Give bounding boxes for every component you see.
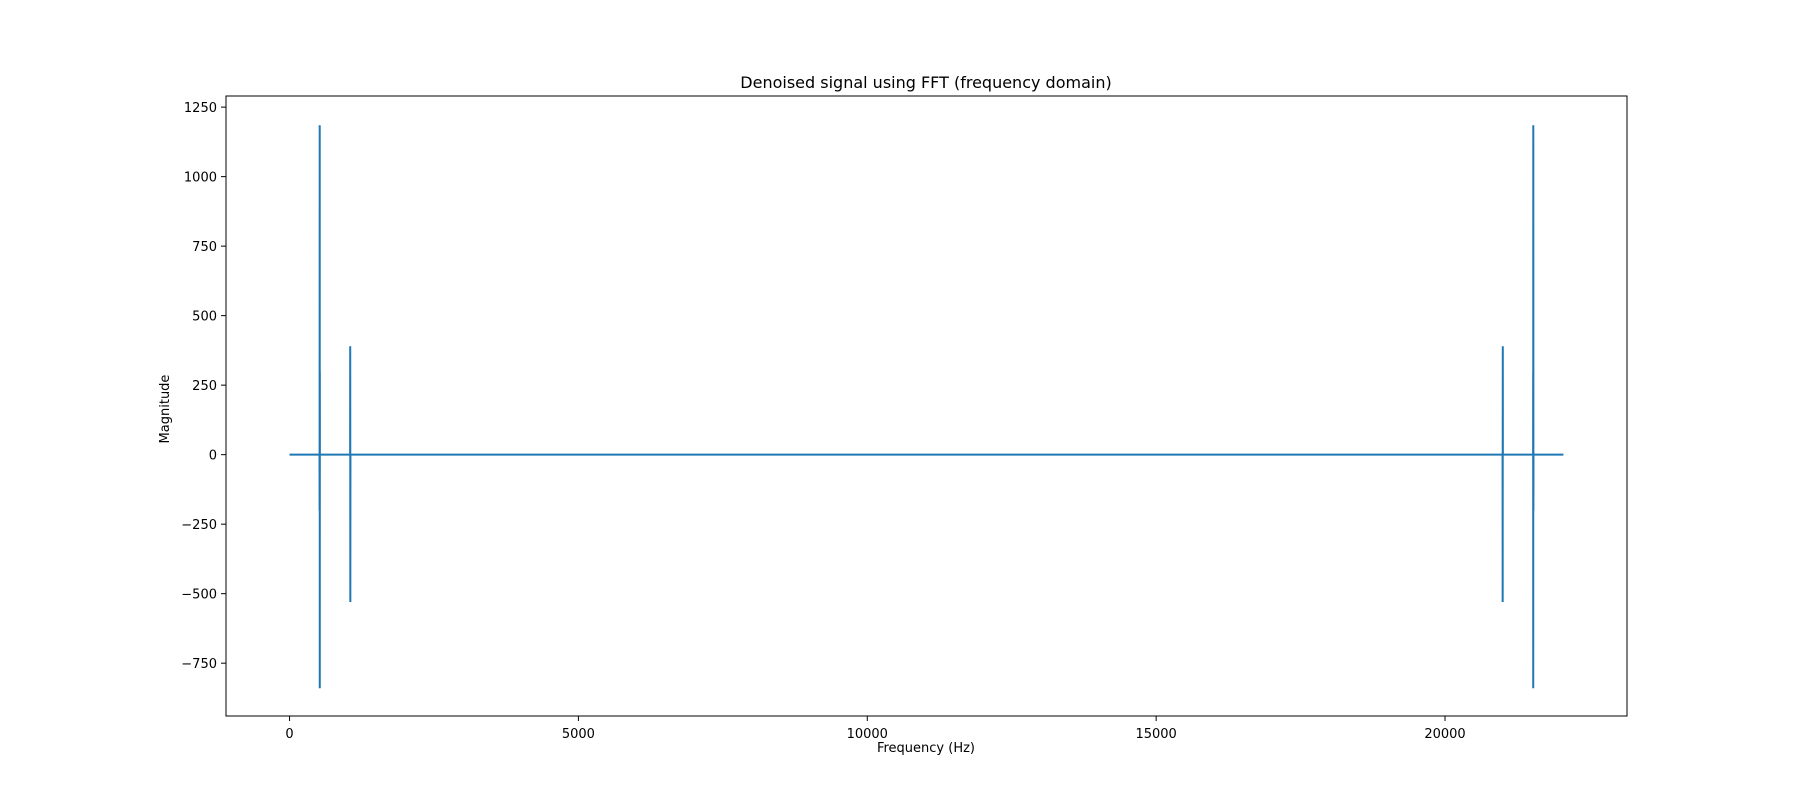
x-tick-label: 5000: [562, 727, 595, 742]
x-tick-label: 20000: [1424, 727, 1465, 742]
y-tick-label: 250: [192, 379, 217, 394]
y-tick-label: −250: [181, 518, 217, 533]
y-tick-label: −500: [181, 588, 217, 603]
x-tick-label: 0: [285, 727, 293, 742]
x-tick-label: 15000: [1135, 727, 1176, 742]
y-axis-label: Magnitude: [158, 375, 173, 444]
y-tick-label: −750: [181, 657, 217, 672]
axes: 0 5000 10000 15000 20000 1250 1000 750 500 250 0 −2…: [181, 95, 1628, 742]
y-tick-label: 0: [209, 449, 217, 464]
series-line-0: [289, 125, 1564, 689]
plot-area: [289, 125, 1564, 689]
x-axis-label: Frequency (Hz): [877, 741, 975, 756]
x-tick-label: 10000: [847, 727, 888, 742]
y-tick-label: 750: [192, 240, 217, 255]
axes-frame: [225, 95, 1628, 717]
y-tick-label: 1000: [184, 171, 217, 186]
chart-title: Denoised signal using FFT (frequency dom…: [740, 73, 1111, 92]
y-tick-label: 1250: [184, 101, 217, 116]
y-tick-label: 500: [192, 310, 217, 325]
